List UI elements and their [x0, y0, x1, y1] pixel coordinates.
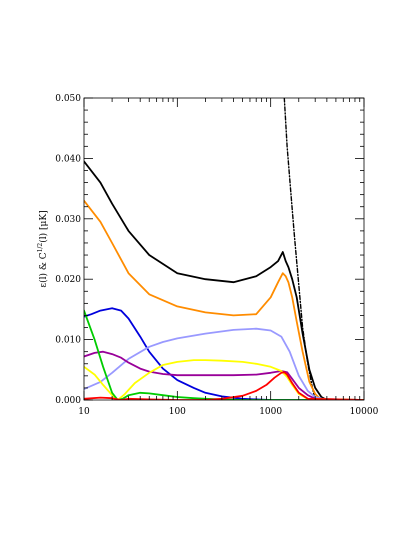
series-line-4	[84, 307, 364, 400]
y-tick-label: 0.000	[55, 396, 81, 406]
plot-frame	[83, 97, 365, 401]
y-tick-label: 0.020	[55, 275, 81, 285]
y-tick-label: 0.050	[55, 94, 81, 104]
y-tick-label: 0.030	[55, 215, 81, 225]
series-line-7	[84, 359, 364, 400]
series-line-8	[84, 309, 364, 400]
x-tick-label: 1000	[259, 407, 282, 417]
series-line-1	[283, 98, 316, 400]
series-line-2	[84, 160, 364, 400]
y-axis-label: ε(l) & C1/2(l) [μK]	[37, 210, 49, 287]
series-line-3	[84, 199, 364, 400]
y-tick-label: 0.040	[55, 154, 81, 164]
series-layer	[84, 98, 364, 400]
label-layer: 10 100 1000 10000 0.000 0.010 0.020 0.030 0.040 0…	[55, 94, 378, 417]
series-line-6	[84, 350, 364, 400]
tick-layer	[83, 97, 365, 401]
y-tick-label: 0.010	[55, 336, 81, 346]
x-tick-label: 100	[169, 407, 186, 417]
x-tick-label: 10000	[350, 407, 379, 417]
series-line-5	[84, 327, 364, 400]
x-tick-label: 10	[78, 407, 90, 417]
